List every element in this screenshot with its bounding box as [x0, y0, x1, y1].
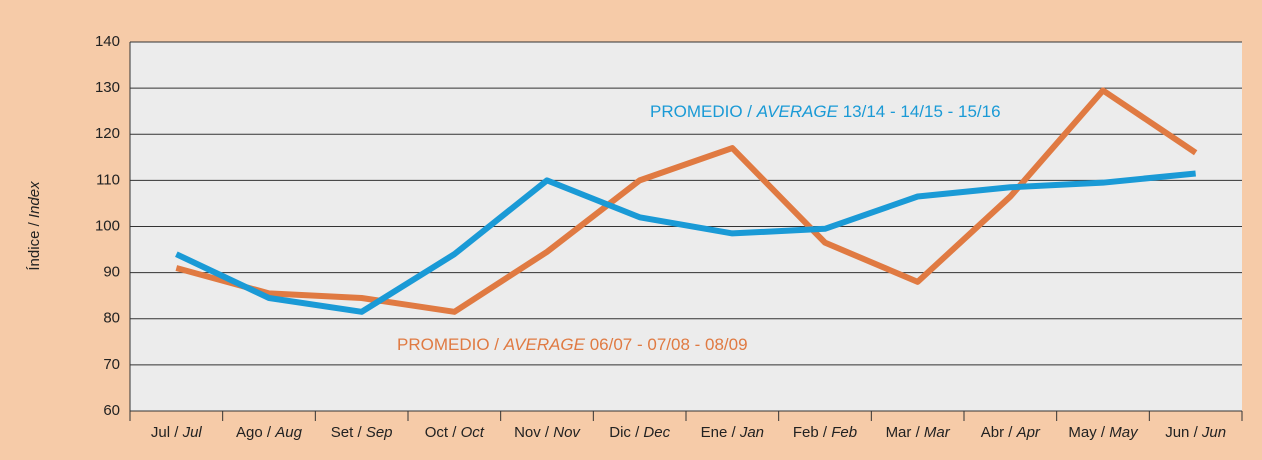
series-label: PROMEDIO / AVERAGE 06/07 - 07/08 - 08/09	[397, 335, 748, 354]
series-label: PROMEDIO / AVERAGE 13/14 - 14/15 - 15/16	[650, 102, 1001, 121]
y-tick-label: 130	[95, 79, 120, 96]
x-tick-label: Nov / Nov	[514, 424, 581, 441]
y-tick-label: 100	[95, 217, 120, 234]
x-tick-label: Set / Sep	[331, 424, 393, 441]
x-tick-label: Feb / Feb	[793, 424, 857, 441]
x-tick-label: Dic / Dec	[609, 424, 670, 441]
x-tick-label: Ago / Aug	[236, 424, 303, 441]
y-axis-label: Índice / Index	[26, 181, 43, 271]
x-tick-label: Abr / Apr	[981, 424, 1041, 441]
x-tick-label: Jul / Jul	[151, 424, 203, 441]
x-tick-label: Mar / Mar	[886, 424, 951, 441]
series-line	[175, 170, 1196, 315]
y-tick-label: 140	[95, 33, 120, 50]
y-tick-label: 70	[103, 356, 120, 373]
y-tick-label: 60	[103, 402, 120, 419]
y-tick-label: 120	[95, 125, 120, 142]
x-tick-label: Ene / Jan	[701, 424, 764, 441]
x-tick-label: Jun / Jun	[1165, 424, 1226, 441]
y-tick-label: 80	[103, 310, 120, 327]
x-tick-label: Oct / Oct	[425, 424, 485, 441]
y-tick-label: 90	[103, 264, 120, 281]
y-tick-label: 110	[96, 171, 120, 188]
x-tick-label: May / May	[1068, 424, 1139, 441]
series-line	[175, 87, 1198, 315]
